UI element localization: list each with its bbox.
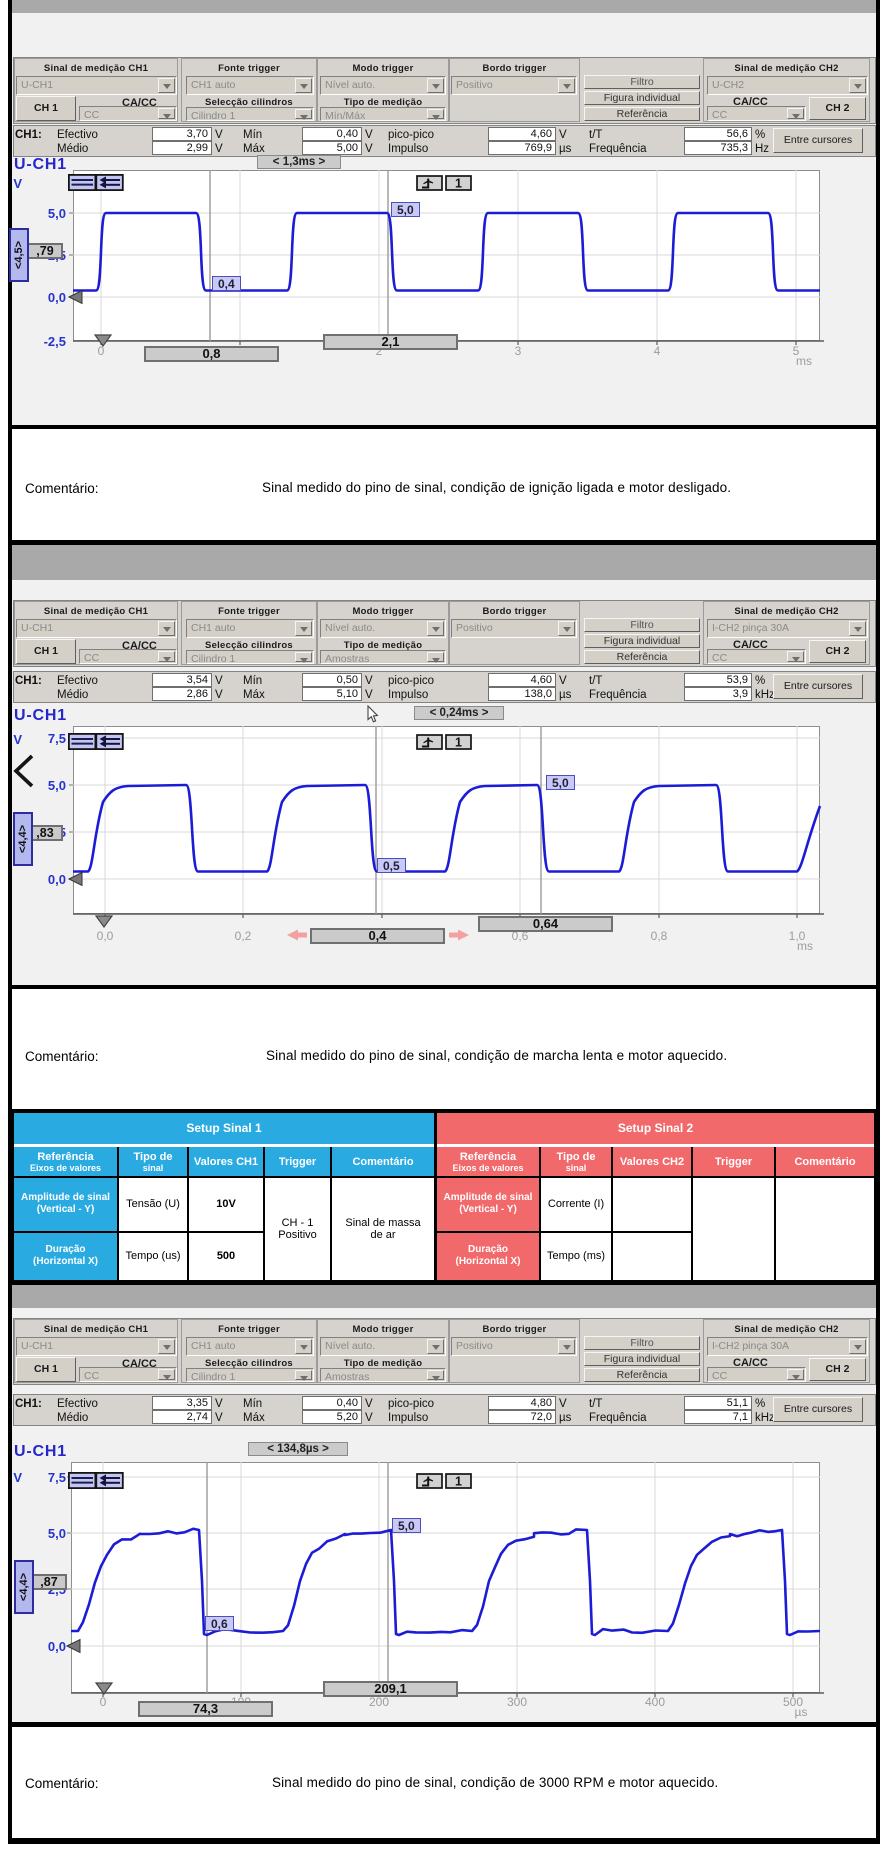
svg-text:1: 1 (455, 177, 462, 191)
svg-text:1: 1 (455, 736, 462, 750)
svg-text:1: 1 (455, 1475, 462, 1489)
